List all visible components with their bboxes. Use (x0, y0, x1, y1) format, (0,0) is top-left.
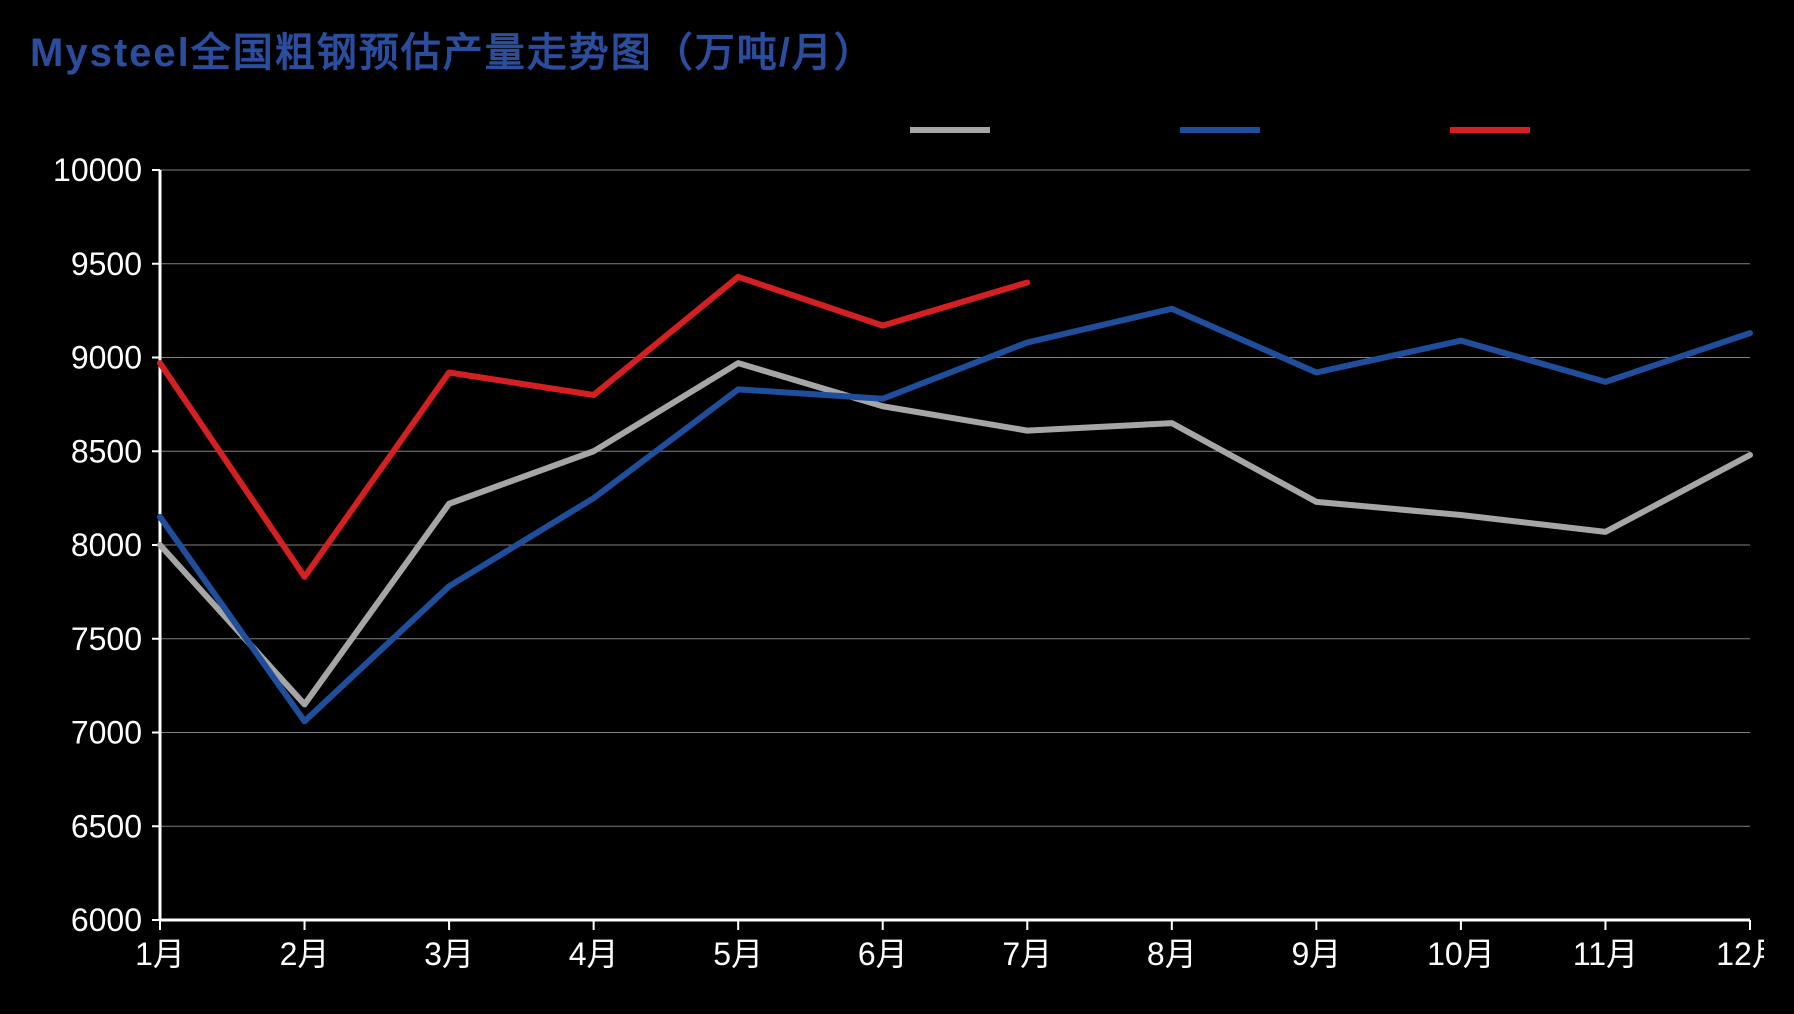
x-tick-label: 4月 (569, 936, 619, 972)
y-tick-label: 7500 (71, 621, 142, 657)
x-tick-label: 5月 (713, 936, 763, 972)
y-tick-label: 9000 (71, 340, 142, 376)
series-line-series-blue (160, 309, 1750, 722)
y-tick-label: 7000 (71, 715, 142, 751)
x-tick-label: 9月 (1291, 936, 1341, 972)
x-tick-label: 7月 (1002, 936, 1052, 972)
y-tick-label: 6500 (71, 808, 142, 844)
x-tick-label: 3月 (424, 936, 474, 972)
y-tick-label: 9500 (71, 246, 142, 282)
y-tick-label: 6000 (71, 902, 142, 938)
y-tick-label: 8000 (71, 527, 142, 563)
chart-area: 6000 6500 7000 7500 8000 8500 9000 9500 10000 1月 2… (30, 110, 1764, 990)
x-tick-label: 10月 (1427, 936, 1495, 972)
x-tick-label: 6月 (858, 936, 908, 972)
chart-container: Mysteel全国粗钢预估产量走势图（万吨/月） 6000 6500 7000 750… (0, 0, 1794, 1014)
chart-title: Mysteel全国粗钢预估产量走势图（万吨/月） (30, 20, 876, 78)
x-tick-label: 8月 (1147, 936, 1197, 972)
series-line-series-gray (160, 363, 1750, 704)
series-line-series-red (160, 277, 1027, 577)
x-tick-label: 12月 (1716, 936, 1764, 972)
chart-svg: 6000 6500 7000 7500 8000 8500 9000 9500 10000 1月 2… (30, 110, 1764, 990)
y-tick-label: 10000 (53, 152, 142, 188)
x-tick-label: 1月 (135, 936, 185, 972)
x-tick-label: 11月 (1573, 936, 1638, 972)
x-tick-label: 2月 (280, 936, 330, 972)
y-tick-label: 8500 (71, 433, 142, 469)
